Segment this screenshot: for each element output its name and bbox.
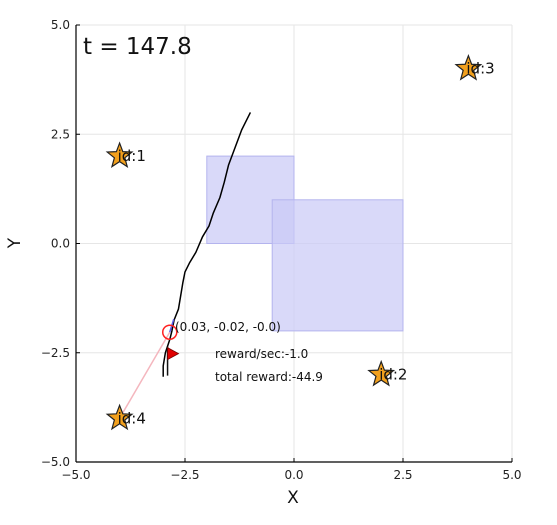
x-tick-label-0: −5.0 [61,468,90,482]
y-tick-label-4: 5.0 [51,18,70,32]
goal-flag-icon [167,346,180,361]
y-tick-label-3: 2.5 [51,127,70,141]
time-label: t = 147.8 [83,34,192,60]
reward-rate-label: reward/sec:-1.0 [215,347,308,361]
landmark-star-icon-3 [454,54,483,81]
x-tick-label-4: 5.0 [502,468,521,482]
obstacles-layer [206,155,404,332]
landmark-star-icon-2 [367,359,396,387]
y-tick-label-1: −2.5 [41,346,70,360]
y-tick-label-0: −5.0 [41,455,70,469]
landmarks-layer: id:1 id:2 id:3 id:4 [105,54,495,431]
robot-landmark-link [118,331,171,419]
x-axis-label: X [287,488,299,508]
y-tick-label-2: 0.0 [51,237,70,251]
landmark-label-1: id:1 [118,147,146,165]
robot-marker [161,324,178,340]
landmark-label-2: id:2 [379,366,407,384]
x-tick-label-2: 0.0 [284,468,303,482]
x-tick-label-1: −2.5 [170,468,199,482]
tick-labels: −5.0 −2.5 0.0 2.5 5.0 −5.0 −2.5 0.0 2.5 5.0 [41,18,522,482]
trajectory-layer [162,112,252,377]
obstacle-2 [271,199,404,332]
robot-layer [161,318,180,376]
total-reward-label: total reward:-44.9 [215,370,323,384]
landmark-label-3: id:3 [466,60,494,78]
landmark-label-4: id:4 [118,409,146,427]
trajectory-line [162,112,252,377]
measurement-links [118,331,171,419]
robot-pose-label: (0.03, -0.02, -0.0) [175,320,281,334]
landmark-star-icon-1 [105,141,134,168]
x-tick-label-3: 2.5 [393,468,412,482]
landmark-star-icon-4 [105,403,134,431]
y-axis-label: Y [5,237,25,249]
